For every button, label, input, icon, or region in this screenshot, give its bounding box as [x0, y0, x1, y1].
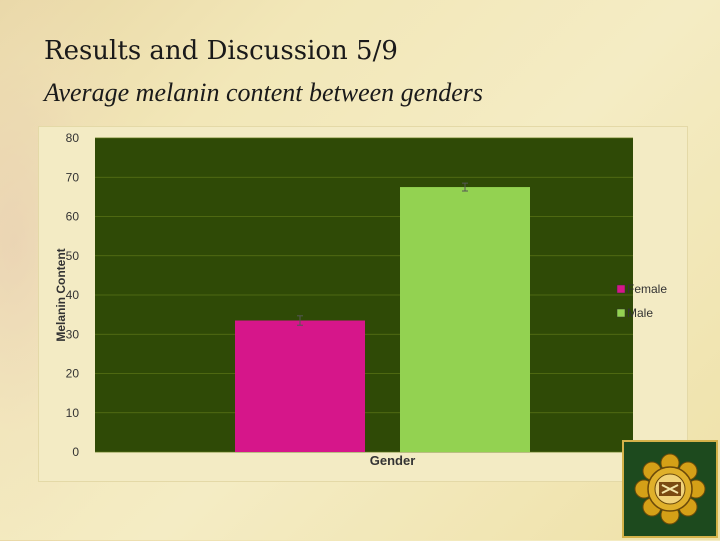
bar-chart: 0 10 20 30 40 50 60 70 80 Melanin Content Gender Fe…	[54, 131, 667, 468]
y-tick-label: 60	[66, 210, 80, 224]
bar-female	[235, 320, 365, 452]
y-tick-label: 10	[66, 406, 80, 420]
bar-male	[400, 187, 530, 452]
legend-swatch-female	[616, 284, 626, 294]
x-axis-label: Gender	[370, 453, 416, 468]
y-tick-label: 80	[66, 131, 80, 145]
y-tick-label: 0	[72, 445, 79, 459]
y-tick-label: 20	[66, 367, 80, 381]
legend-label-male: Male	[627, 306, 653, 320]
y-tick-label: 50	[66, 249, 80, 263]
chart-container: 0 10 20 30 40 50 60 70 80 Melanin Content Gender Fe…	[38, 126, 688, 482]
y-tick-label: 40	[66, 288, 80, 302]
y-tick-label: 70	[66, 170, 80, 184]
slide-title: Results and Discussion 5/9	[44, 36, 398, 66]
y-axis-label: Melanin Content	[54, 248, 68, 341]
y-tick-label: 30	[66, 327, 80, 341]
legend-swatch-male	[616, 308, 626, 318]
slide-subtitle: Average melanin content between genders	[44, 78, 483, 107]
university-crest-icon	[622, 440, 718, 538]
legend-label-female: Female	[627, 282, 667, 296]
